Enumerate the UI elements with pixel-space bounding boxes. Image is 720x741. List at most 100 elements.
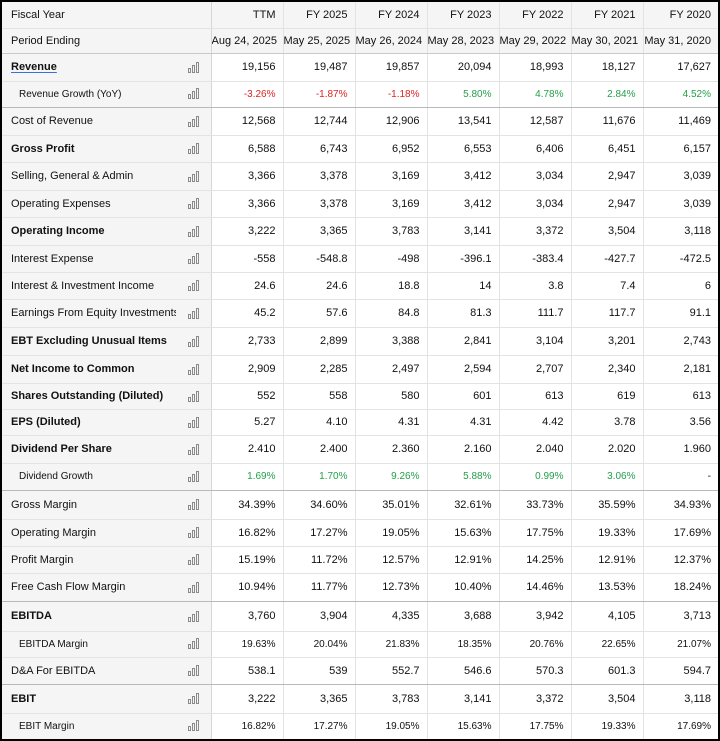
column-year[interactable]: FY 2022 bbox=[499, 2, 572, 29]
table-cell: -472.5 bbox=[643, 245, 718, 273]
table-cell: 3,034 bbox=[499, 162, 572, 191]
bar-chart-icon[interactable] bbox=[176, 713, 212, 739]
bar-chart-icon[interactable] bbox=[176, 327, 212, 356]
table-cell: 4.52% bbox=[643, 81, 718, 108]
bar-chart-icon[interactable] bbox=[176, 245, 212, 273]
table-cell: 601 bbox=[427, 383, 500, 410]
table-row: EBITDA 3,760 3,904 4,335 3,688 3,942 4,105 3,71… bbox=[2, 601, 718, 632]
table-cell: 613 bbox=[643, 383, 718, 410]
table-cell: 19.33% bbox=[571, 713, 644, 739]
bar-chart-icon[interactable] bbox=[176, 657, 212, 685]
bar-chart-icon[interactable] bbox=[176, 684, 212, 714]
bar-chart-icon[interactable] bbox=[176, 631, 212, 658]
bar-chart-icon[interactable] bbox=[176, 81, 212, 108]
bar-chart-icon[interactable] bbox=[176, 519, 212, 547]
table-cell: 613 bbox=[499, 383, 572, 410]
row-label: Interest Expense bbox=[11, 252, 94, 265]
fiscal-year-label: Fiscal Year bbox=[2, 2, 176, 29]
table-row: Operating Income 3,222 3,365 3,783 3,141 3,37… bbox=[2, 217, 718, 246]
table-cell: 3,942 bbox=[499, 601, 572, 632]
row-label: Gross Margin bbox=[11, 498, 78, 511]
table-cell: 17,627 bbox=[643, 53, 718, 82]
bar-chart-icon[interactable] bbox=[176, 463, 212, 491]
table-cell: 3,904 bbox=[283, 601, 356, 632]
table-cell: 17.27% bbox=[283, 519, 356, 547]
row-label: Revenue Growth (YoY) bbox=[19, 88, 122, 100]
table-row: Free Cash Flow Margin 10.94% 11.77% 12.73% 1… bbox=[2, 573, 718, 602]
column-year[interactable]: FY 2021 bbox=[571, 2, 644, 29]
table-cell: 21.83% bbox=[355, 631, 428, 658]
bar-chart-icon[interactable] bbox=[176, 409, 212, 436]
table-cell: 35.59% bbox=[571, 490, 644, 520]
bar-chart-icon[interactable] bbox=[176, 355, 212, 384]
row-label: Operating Margin bbox=[11, 526, 96, 539]
table-cell: 16.82% bbox=[211, 713, 284, 739]
table-row: EBIT 3,222 3,365 3,783 3,141 3,372 3,504 3,118 bbox=[2, 684, 718, 714]
table-cell: 19.05% bbox=[355, 519, 428, 547]
table-cell: 32.61% bbox=[427, 490, 500, 520]
fiscal-year-header-row: Fiscal Year TTM FY 2025 FY 2024 FY 2023 … bbox=[2, 2, 718, 29]
row-label: Dividend Growth bbox=[19, 471, 93, 482]
table-cell: 111.7 bbox=[499, 299, 572, 328]
bar-chart-icon[interactable] bbox=[176, 435, 212, 464]
column-year[interactable]: FY 2025 bbox=[283, 2, 356, 29]
table-cell: 3,412 bbox=[427, 190, 500, 218]
table-cell: 6 bbox=[643, 272, 718, 300]
table-cell: 12,587 bbox=[499, 107, 572, 136]
column-year[interactable]: FY 2024 bbox=[355, 2, 428, 29]
table-cell: -548.8 bbox=[283, 245, 356, 273]
table-row: D&A For EBITDA 538.1 539 552.7 546.6 570.3 601… bbox=[2, 657, 718, 685]
table-cell: 2,594 bbox=[427, 355, 500, 384]
table-cell: 12.73% bbox=[355, 573, 428, 602]
table-cell: 6,588 bbox=[211, 135, 284, 163]
bar-chart-icon[interactable] bbox=[176, 135, 212, 163]
column-period: May 28, 2023 bbox=[427, 28, 500, 54]
bar-chart-icon[interactable] bbox=[176, 162, 212, 191]
row-label: Operating Income bbox=[11, 225, 105, 237]
table-cell: 4.31 bbox=[427, 409, 500, 436]
table-cell: 4,105 bbox=[571, 601, 644, 632]
bar-chart-icon[interactable] bbox=[176, 107, 212, 136]
table-cell: 601.3 bbox=[571, 657, 644, 685]
table-cell: 19.63% bbox=[211, 631, 284, 658]
bar-chart-icon[interactable] bbox=[176, 490, 212, 520]
bar-chart-icon[interactable] bbox=[176, 573, 212, 602]
table-cell: 552.7 bbox=[355, 657, 428, 685]
table-cell: 18.35% bbox=[427, 631, 500, 658]
bar-chart-icon[interactable] bbox=[176, 546, 212, 574]
row-label: Selling, General & Admin bbox=[11, 170, 134, 182]
table-row: Operating Margin 16.82% 17.27% 19.05% 15.63%… bbox=[2, 519, 718, 547]
table-cell: 84.8 bbox=[355, 299, 428, 328]
table-cell: 3,760 bbox=[211, 601, 284, 632]
bar-chart-icon[interactable] bbox=[176, 383, 212, 410]
table-cell: 13,541 bbox=[427, 107, 500, 136]
table-cell: 2.84% bbox=[571, 81, 644, 108]
table-cell: 18.24% bbox=[643, 573, 718, 602]
table-cell: 3,372 bbox=[499, 684, 572, 714]
bar-chart-icon[interactable] bbox=[176, 299, 212, 328]
table-cell: 619 bbox=[571, 383, 644, 410]
row-label: Cost of Revenue bbox=[11, 115, 93, 127]
table-cell: 3,201 bbox=[571, 327, 644, 356]
table-cell: 24.6 bbox=[211, 272, 284, 300]
table-cell: 3.06% bbox=[571, 463, 644, 491]
column-year[interactable]: FY 2023 bbox=[427, 2, 500, 29]
table-row: Revenue Growth (YoY) -3.26% -1.87% -1.18% 5.… bbox=[2, 81, 718, 108]
row-label: EBIT bbox=[11, 692, 37, 705]
table-cell: -427.7 bbox=[571, 245, 644, 273]
column-year[interactable]: FY 2020 bbox=[643, 2, 718, 29]
table-row: EBT Excluding Unusual Items 2,733 2,899 3,3… bbox=[2, 327, 718, 356]
bar-chart-icon[interactable] bbox=[176, 217, 212, 246]
bar-chart-icon[interactable] bbox=[176, 601, 212, 632]
bar-chart-icon[interactable] bbox=[176, 272, 212, 300]
row-label[interactable]: Revenue bbox=[11, 61, 57, 73]
table-row: EBIT Margin 16.82% 17.27% 19.05% 15.63% 17.75… bbox=[2, 713, 718, 739]
bar-chart-icon[interactable] bbox=[176, 190, 212, 218]
table-cell: 117.7 bbox=[571, 299, 644, 328]
column-year[interactable]: TTM bbox=[211, 2, 284, 29]
table-cell: 15.63% bbox=[427, 713, 500, 739]
table-cell: 570.3 bbox=[499, 657, 572, 685]
bar-chart-icon[interactable] bbox=[176, 53, 212, 82]
table-cell: 45.2 bbox=[211, 299, 284, 328]
table-cell: 35.01% bbox=[355, 490, 428, 520]
